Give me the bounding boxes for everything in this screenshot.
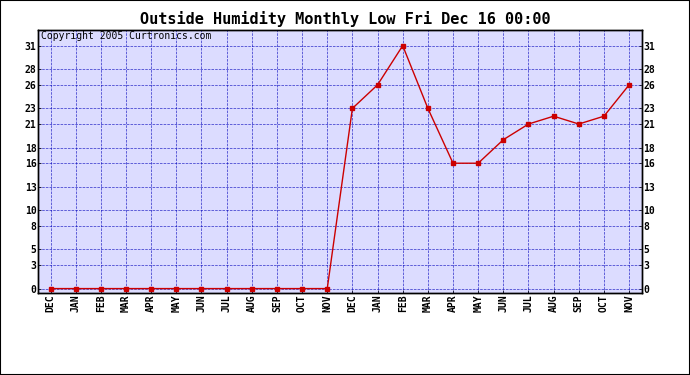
Text: Copyright 2005 Curtronics.com: Copyright 2005 Curtronics.com <box>41 32 211 41</box>
Text: Outside Humidity Monthly Low Fri Dec 16 00:00: Outside Humidity Monthly Low Fri Dec 16 … <box>139 11 551 27</box>
